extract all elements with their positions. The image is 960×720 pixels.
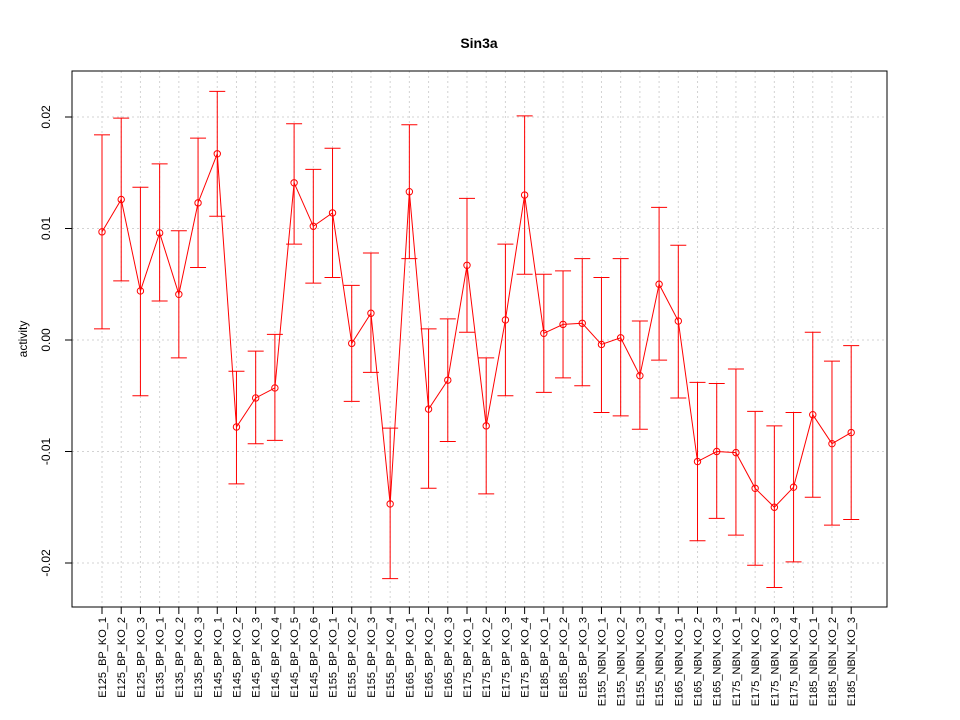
x-tick-label: E185_BP_KO_3 <box>577 617 589 698</box>
x-tick-label: E175_BP_KO_4 <box>520 617 532 698</box>
data-point <box>597 340 606 349</box>
data-point <box>251 394 260 402</box>
x-tick-label: E155_BP_KO_4 <box>385 617 397 698</box>
data-point <box>175 290 183 298</box>
data-point <box>348 339 356 348</box>
x-tick-label: E185_NBN_KO_3 <box>846 617 858 706</box>
x-tick-label: E125_BP_KO_2 <box>116 617 128 698</box>
x-axis: E125_BP_KO_1 E125_BP_KO_2 E125_BP_KO_3 E135… <box>97 606 858 706</box>
x-tick-label: E165_BP_KO_3 <box>443 617 455 698</box>
data-point <box>309 222 318 230</box>
y-tick-label: 0.00 <box>39 328 53 352</box>
data-point <box>578 319 586 327</box>
x-tick-label: E165_NBN_KO_3 <box>712 617 724 706</box>
x-tick-label: E135_BP_KO_1 <box>155 617 167 698</box>
data-point <box>693 457 702 466</box>
data-point <box>136 287 145 295</box>
x-tick-label: E175_NBN_KO_4 <box>789 617 801 706</box>
x-tick-label: E155_NBN_KO_1 <box>596 617 608 706</box>
y-tick-label: -0.02 <box>39 549 53 577</box>
x-tick-label: E145_BP_KO_6 <box>308 617 320 698</box>
data-point <box>751 484 759 492</box>
data-point <box>290 179 298 187</box>
data-point <box>367 309 375 317</box>
series-line <box>101 153 852 508</box>
data-point <box>636 371 644 380</box>
data-point <box>540 329 548 338</box>
x-tick-label: E155_NBN_KO_3 <box>635 617 647 706</box>
x-tick-label: E165_BP_KO_1 <box>404 617 416 698</box>
x-tick-label: E135_BP_KO_2 <box>174 617 186 698</box>
x-tick-label: E145_BP_KO_3 <box>251 617 263 698</box>
data-point <box>328 209 337 217</box>
data-point <box>405 188 414 196</box>
data-point <box>770 503 779 511</box>
x-tick-label: E175_NBN_KO_1 <box>731 617 743 706</box>
x-tick-label: E175_BP_KO_1 <box>462 617 474 698</box>
data-point <box>444 376 452 384</box>
data-point <box>463 261 471 269</box>
data-point <box>424 405 433 413</box>
x-tick-label: E155_BP_KO_1 <box>328 617 340 698</box>
x-tick-label: E175_NBN_KO_3 <box>769 617 781 706</box>
x-tick-label: E185_BP_KO_2 <box>558 617 570 698</box>
data-point <box>713 447 721 456</box>
x-tick-label: E135_BP_KO_3 <box>193 617 205 698</box>
y-tick-label: -0.01 <box>39 438 53 466</box>
x-tick-label: E155_BP_KO_3 <box>366 617 378 698</box>
x-tick-label: E175_BP_KO_3 <box>500 617 512 698</box>
data-point <box>655 280 663 288</box>
data-point <box>789 483 798 491</box>
data-point <box>501 316 510 324</box>
x-tick-label: E185_BP_KO_1 <box>539 617 551 698</box>
data-point <box>559 320 567 329</box>
x-tick-label: E175_NBN_KO_2 <box>750 617 762 706</box>
x-tick-label: E155_NBN_KO_2 <box>616 617 628 706</box>
data-point <box>117 195 125 204</box>
data-point <box>271 384 279 392</box>
data-point <box>155 229 164 237</box>
plot-frame <box>71 70 888 608</box>
y-tick-label: 0.02 <box>39 105 53 129</box>
data-point <box>194 199 202 207</box>
x-tick-label: E175_BP_KO_2 <box>481 617 493 698</box>
x-tick-label: E185_NBN_KO_1 <box>808 617 820 706</box>
x-tick-label: E155_NBN_KO_4 <box>654 617 666 706</box>
data-point <box>98 228 106 236</box>
x-tick-label: E165_NBN_KO_2 <box>693 617 705 706</box>
data-point <box>232 423 241 431</box>
data-point <box>828 439 836 448</box>
y-axis-label: activity <box>16 321 30 358</box>
data-point <box>482 422 490 430</box>
data-point <box>213 150 221 158</box>
y-tick-label: 0.01 <box>39 216 53 240</box>
data-point <box>674 317 682 325</box>
x-tick-label: E165_NBN_KO_1 <box>673 617 685 706</box>
data-point <box>520 191 529 199</box>
data-point <box>386 500 394 508</box>
series-layer <box>94 90 860 589</box>
grid <box>72 71 887 607</box>
x-tick-label: E145_BP_KO_5 <box>289 617 301 698</box>
x-tick-label: E125_BP_KO_1 <box>97 617 109 698</box>
x-tick-label: E155_BP_KO_2 <box>347 617 359 698</box>
data-point <box>732 448 740 457</box>
x-tick-label: E165_BP_KO_2 <box>424 617 436 698</box>
data-point <box>809 411 817 419</box>
x-tick-label: E145_BP_KO_2 <box>231 617 243 698</box>
data-point <box>847 428 855 437</box>
y-axis: -0.02 -0.01 0.00 0.01 0.02 <box>39 105 72 577</box>
x-tick-label: E125_BP_KO_3 <box>135 617 147 698</box>
x-tick-label: E145_BP_KO_1 <box>212 617 224 698</box>
data-point <box>616 334 625 342</box>
chart-title: Sin3a <box>460 35 498 51</box>
x-tick-label: E145_BP_KO_4 <box>270 617 282 698</box>
x-tick-label: E185_NBN_KO_2 <box>827 617 839 706</box>
